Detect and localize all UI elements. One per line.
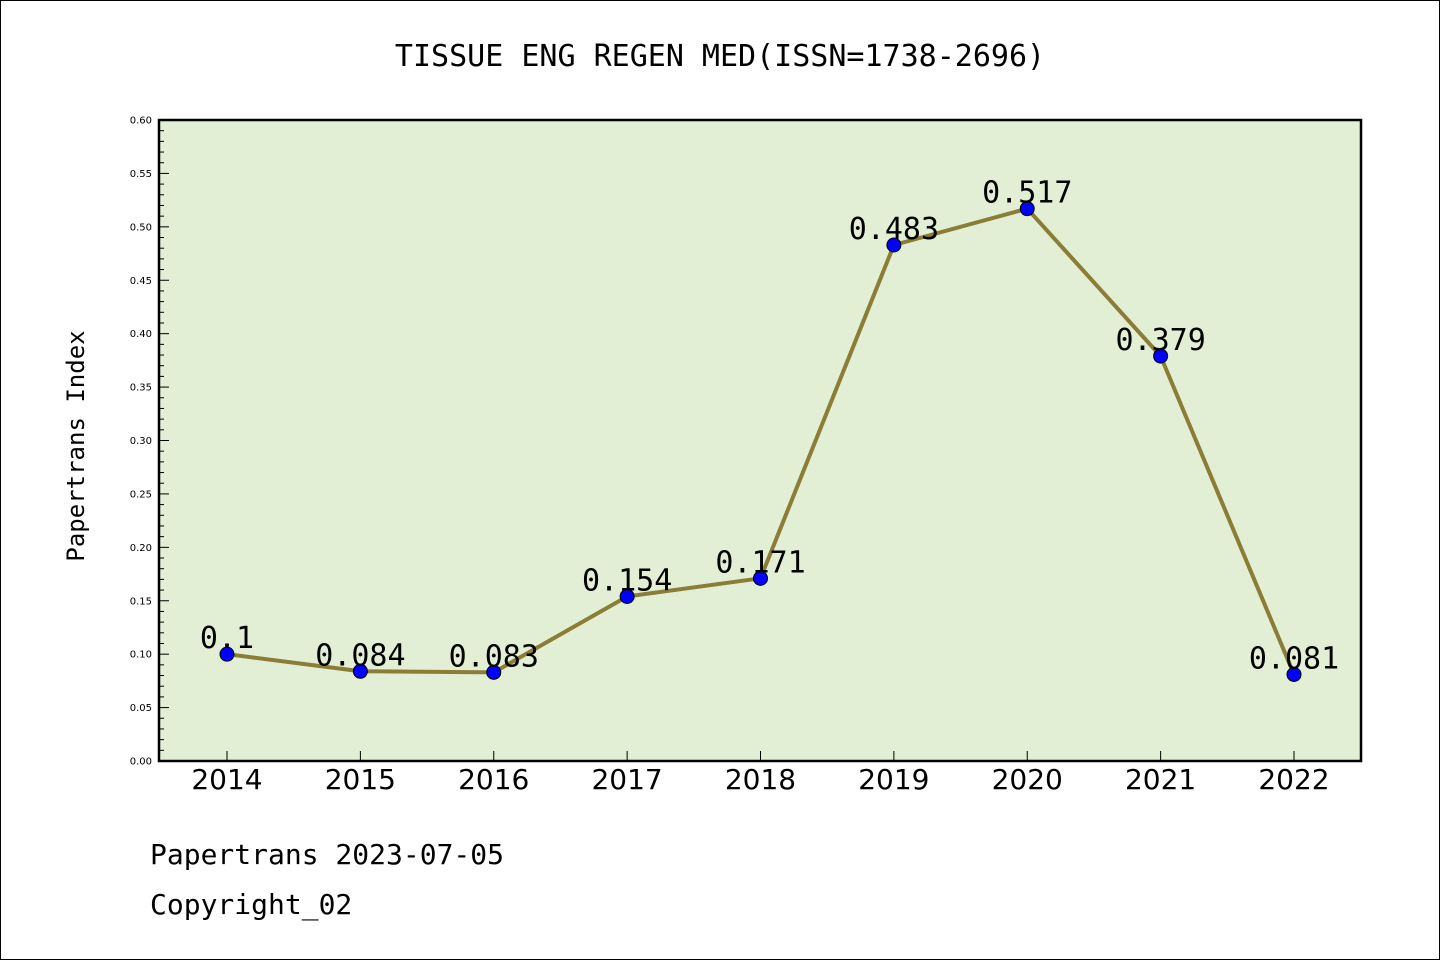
data-point-marker <box>619 588 635 604</box>
y-tick-label: 0.10 <box>130 650 152 661</box>
y-tick-label: 0.25 <box>130 489 152 500</box>
y-tick-label: 0.60 <box>130 116 152 127</box>
data-point-label: 0.379 <box>1115 323 1205 358</box>
x-tick-label: 2016 <box>458 763 529 796</box>
y-tick-label: 0.50 <box>130 222 152 233</box>
y-tick-label: 0.30 <box>130 436 152 447</box>
x-tick-label: 2014 <box>191 763 262 796</box>
y-tick-label: 0.15 <box>130 596 152 607</box>
x-tick-label: 2015 <box>325 763 396 796</box>
chart-title: TISSUE ENG REGEN MED(ISSN=1738-2696) <box>395 39 1045 74</box>
x-tick-label: 2017 <box>591 763 662 796</box>
data-point-marker <box>1019 201 1035 217</box>
data-labels: 0.1 0.084 0.083 0.154 0.171 0.483 0.517 0.379 0.… <box>200 176 1339 677</box>
data-point-marker <box>753 570 768 586</box>
data-point-marker <box>486 664 502 680</box>
footer-copyright: Copyright_02 <box>150 888 352 922</box>
y-tick-label: 0.55 <box>130 169 152 180</box>
x-tick-label: 2022 <box>1258 763 1329 796</box>
data-point-label: 0.483 <box>849 212 939 247</box>
data-point-marker <box>1286 666 1302 682</box>
y-tick-label: 0.45 <box>130 276 152 287</box>
data-point-marker <box>219 646 235 662</box>
data-point-marker <box>1153 348 1169 364</box>
x-tick-label: 2020 <box>992 763 1063 796</box>
x-tick-label: 2018 <box>725 763 796 796</box>
x-tick-label: 2019 <box>858 763 929 796</box>
data-point-label: 0.084 <box>315 638 405 673</box>
y-tick-label: 0.20 <box>130 543 152 554</box>
data-markers <box>219 201 1302 682</box>
data-point-label: 0.1 <box>200 621 254 656</box>
y-axis-label: Papertrans Index <box>62 330 90 561</box>
data-point-label: 0.083 <box>449 639 539 674</box>
data-point-label: 0.154 <box>582 563 672 598</box>
y-axis: 0.00 0.05 0.10 0.15 0.20 0.25 0.30 0.35 0.40 0.45… <box>130 116 169 768</box>
y-tick-label: 0.40 <box>130 329 152 340</box>
x-axis: 2014 2015 2016 2017 2018 2019 2020 2021 2022 <box>191 751 1330 796</box>
x-tick-label: 2021 <box>1125 763 1196 796</box>
data-point-marker <box>886 237 902 253</box>
data-point-marker <box>352 663 368 679</box>
plot-area <box>157 118 1363 763</box>
y-tick-label: 0.05 <box>130 703 152 714</box>
data-point-label: 0.171 <box>715 545 805 580</box>
y-tick-label: 0.35 <box>130 383 152 394</box>
data-point-label: 0.081 <box>1249 641 1339 676</box>
y-tick-label: 0.00 <box>130 757 152 768</box>
footer-source: Papertrans 2023-07-05 <box>150 838 504 871</box>
data-point-label: 0.517 <box>982 176 1072 211</box>
